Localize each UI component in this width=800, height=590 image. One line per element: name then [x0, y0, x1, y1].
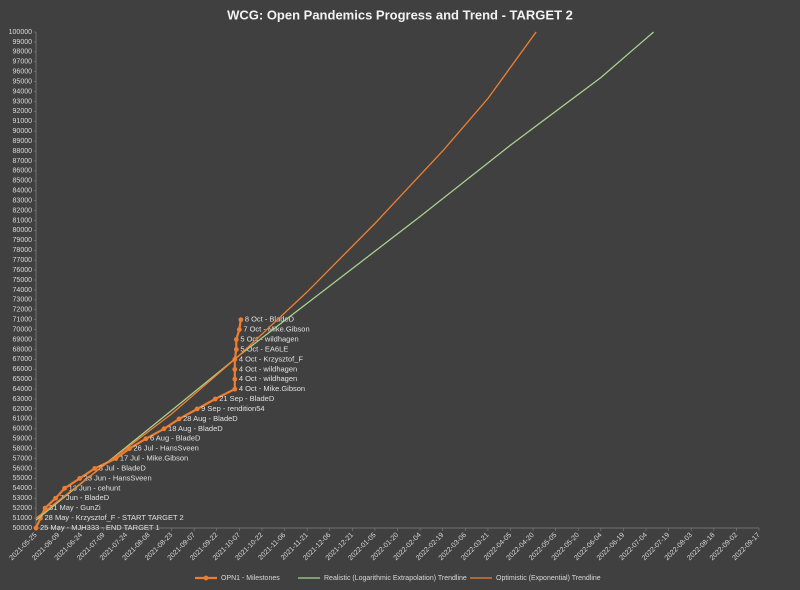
- y-tick-label: 94000: [13, 88, 33, 95]
- point-label: 18 Aug - BladeD: [168, 424, 223, 433]
- legend-marker: [203, 575, 209, 581]
- milestone-marker: [232, 376, 238, 382]
- y-tick-label: 55000: [13, 475, 33, 482]
- y-tick-label: 52000: [13, 505, 33, 512]
- series-line: [34, 319, 242, 529]
- point-label: 25 May - MJH333 - END TARGET 1: [40, 523, 160, 532]
- milestone-marker: [143, 436, 149, 442]
- y-tick-label: 67000: [13, 356, 33, 363]
- y-tick-label: 88000: [13, 148, 33, 155]
- point-label: 4 Oct - Krzysztof_F: [239, 354, 304, 363]
- series-line: [35, 31, 537, 519]
- y-tick-label: 70000: [13, 326, 33, 333]
- y-tick-label: 98000: [13, 49, 33, 56]
- y-tick-label: 99000: [13, 39, 33, 46]
- point-label: 4 Oct - Mike.Gibson: [239, 384, 305, 393]
- y-tick-label: 90000: [13, 128, 33, 135]
- y-tick-label: 50000: [13, 525, 33, 532]
- point-label: 28 May - Krzysztof_F - START TARGET 2: [45, 513, 184, 522]
- point-label: 17 Jul - Mike.Gibson: [120, 454, 188, 463]
- y-tick-label: 68000: [13, 346, 33, 353]
- y-tick-label: 72000: [13, 307, 33, 314]
- milestone-marker: [176, 416, 182, 422]
- y-tick-label: 93000: [13, 98, 33, 105]
- point-label: 4 Oct - wildhagen: [239, 374, 297, 383]
- y-tick-label: 79000: [13, 237, 33, 244]
- y-tick-label: 96000: [13, 69, 33, 76]
- y-tick-label: 87000: [13, 158, 33, 165]
- milestone-marker: [161, 426, 167, 432]
- chart-title: WCG: Open Pandemics Progress and Trend -…: [227, 7, 573, 22]
- milestone-marker: [238, 317, 244, 323]
- y-tick-label: 66000: [13, 366, 33, 373]
- legend-label: Realistic (Logarithmic Extrapolation) Tr…: [324, 575, 467, 582]
- y-tick-label: 76000: [13, 267, 33, 274]
- y-tick-label: 92000: [13, 108, 33, 115]
- y-tick-label: 85000: [13, 178, 33, 185]
- point-label: 7 Jun - BladeD: [60, 493, 110, 502]
- milestone-marker: [232, 386, 238, 392]
- point-label: 9 Sep - rendition54: [201, 404, 264, 413]
- y-tick-label: 61000: [13, 416, 33, 423]
- y-tick-label: 97000: [13, 59, 33, 66]
- y-tick-label: 64000: [13, 386, 33, 393]
- y-tick-label: 54000: [13, 485, 33, 492]
- milestone-marker: [53, 495, 58, 501]
- y-tick-label: 56000: [13, 465, 33, 472]
- point-label: 28 Aug - BladeD: [183, 414, 238, 423]
- y-tick-label: 60000: [13, 426, 33, 433]
- milestone-marker: [233, 347, 239, 352]
- y-tick-label: 71000: [13, 317, 33, 324]
- y-tick-label: 84000: [13, 188, 33, 195]
- y-tick-label: 57000: [13, 455, 33, 462]
- y-tick-label: 81000: [13, 217, 33, 224]
- milestone-marker: [194, 406, 200, 412]
- y-tick-label: 83000: [13, 197, 33, 204]
- point-label: 21 Sep - BladeD: [219, 394, 275, 403]
- milestone-marker: [233, 337, 239, 342]
- point-label: 23 Jun - HansSveen: [84, 473, 152, 482]
- milestone-marker: [33, 525, 39, 531]
- legend-label: OPN1 - Milestones: [221, 575, 280, 582]
- point-label: 13 Jun - cehunt: [69, 483, 122, 492]
- point-label: 31 May - GunZi: [49, 503, 101, 512]
- y-tick-label: 74000: [13, 287, 33, 294]
- milestone-marker: [232, 366, 238, 372]
- milestone-marker: [212, 396, 218, 402]
- y-tick-label: 75000: [13, 277, 33, 284]
- legend-label: Optimistic (Exponential) Trendline: [496, 575, 601, 582]
- y-tick-label: 63000: [13, 396, 33, 403]
- point-label: 6 Aug - BladeD: [150, 434, 201, 443]
- point-label: 3 Jul - BladeD: [99, 463, 147, 472]
- y-tick-label: 53000: [13, 495, 33, 502]
- y-tick-label: 69000: [13, 336, 33, 343]
- y-tick-label: 78000: [13, 247, 33, 254]
- y-tick-label: 58000: [13, 445, 33, 452]
- y-tick-label: 91000: [13, 118, 33, 125]
- milestone-marker: [77, 476, 83, 481]
- point-label: 8 Oct - BladeD: [245, 315, 295, 324]
- point-label: 4 Oct - wildhagen: [239, 364, 297, 373]
- y-tick-label: 59000: [13, 436, 33, 443]
- y-tick-label: 95000: [13, 78, 33, 85]
- point-label: 7 Oct - Mike.Gibson: [243, 325, 309, 334]
- milestone-marker: [236, 327, 242, 332]
- milestone-marker: [62, 485, 68, 491]
- point-label: 26 Jul - HansSveen: [133, 444, 198, 453]
- y-tick-label: 51000: [13, 515, 33, 522]
- y-tick-label: 73000: [13, 297, 33, 304]
- y-tick-label: 80000: [13, 227, 33, 234]
- y-tick-label: 82000: [13, 207, 33, 214]
- point-label: 5 Oct - wildhagen: [240, 335, 298, 344]
- y-tick-label: 89000: [13, 138, 33, 145]
- y-tick-label: 77000: [13, 257, 33, 264]
- point-label: 5 Oct - EA6LE: [240, 344, 288, 353]
- milestone-marker: [92, 466, 98, 471]
- y-tick-label: 65000: [13, 376, 33, 383]
- y-tick-label: 100000: [9, 29, 32, 36]
- y-tick-label: 86000: [13, 168, 33, 175]
- y-tick-label: 62000: [13, 406, 33, 413]
